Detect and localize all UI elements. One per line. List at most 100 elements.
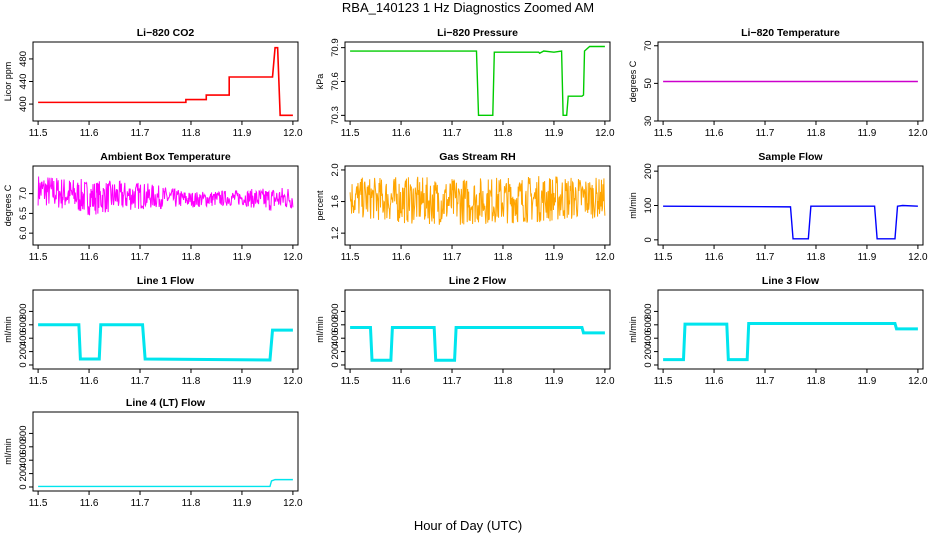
y-tick-label: 400 <box>330 330 341 346</box>
panel-licor-temp: Li−820 Temperature 11.5 11.6 11.7 11.8 11.9 12… <box>628 27 928 139</box>
panel-title: Line 1 Flow <box>137 275 195 287</box>
y-tick-label: 2.0 <box>330 163 341 176</box>
x-tick-label: 11.7 <box>756 252 775 263</box>
x-tick-label: 11.7 <box>756 376 775 387</box>
x-tick-label: 11.6 <box>392 376 411 387</box>
y-axis-label: ml/min <box>315 316 325 343</box>
y-tick-label: 6.5 <box>18 207 29 220</box>
x-tick-label: 12.0 <box>283 128 303 139</box>
panel-pressure: Li−820 Pressure 11.5 11.6 11.7 11.8 11.9 12.0 7… <box>315 27 615 139</box>
x-tick-label: 11.8 <box>182 376 201 387</box>
y-axis-label: ml/min <box>3 438 13 465</box>
x-tick-label: 11.6 <box>80 252 99 263</box>
x-tick-label: 11.9 <box>858 376 877 387</box>
x-tick-label: 12.0 <box>595 252 615 263</box>
panel-line4: Line 4 (LT) Flow 11.5 11.6 11.7 11.8 11.9 12.0… <box>3 397 303 509</box>
x-tick-label: 11.8 <box>182 128 201 139</box>
x-tick-label: 11.5 <box>29 252 48 263</box>
y-axis-label: degrees C <box>628 60 638 102</box>
x-tick-label: 11.5 <box>341 252 360 263</box>
panel-co2: Li−820 CO2 11.5 11.6 11.7 11.8 11.9 12.0 400 440… <box>3 27 303 139</box>
x-tick-label: 11.5 <box>29 376 48 387</box>
x-tick-label: 11.8 <box>494 376 513 387</box>
x-tick-label: 12.0 <box>283 498 303 509</box>
x-tick-label: 11.8 <box>494 252 513 263</box>
x-tick-label: 11.5 <box>654 128 673 139</box>
y-tick-label: 480 <box>18 51 29 67</box>
x-tick-label: 12.0 <box>908 128 928 139</box>
panel-line2: Line 2 Flow 11.5 11.6 11.7 11.8 11.9 12.0 0 2004… <box>315 275 615 387</box>
x-tick-label: 11.6 <box>705 376 724 387</box>
series-line <box>38 478 293 488</box>
y-tick-label: 800 <box>18 425 29 441</box>
series-line <box>38 46 293 117</box>
series-line <box>663 204 918 240</box>
plot-frame <box>657 41 924 122</box>
y-tick-label: 1.6 <box>330 195 341 208</box>
y-tick-label: 200 <box>643 344 654 360</box>
plot-frame <box>344 165 611 246</box>
x-tick-label: 11.9 <box>233 498 252 509</box>
x-tick-label: 11.9 <box>545 376 564 387</box>
series-line <box>37 176 294 216</box>
x-tick-label: 11.7 <box>756 128 775 139</box>
y-tick-label: 6.0 <box>18 227 29 240</box>
y-tick-label: 7.0 <box>18 187 29 200</box>
x-tick-label: 11.8 <box>494 128 513 139</box>
x-axis-title: Hour of Day (UTC) <box>413 518 523 533</box>
y-axis-label: ml/min <box>3 316 13 343</box>
x-tick-label: 12.0 <box>908 376 928 387</box>
x-tick-label: 12.0 <box>283 376 303 387</box>
panel-sample-flow: Sample Flow 11.5 11.6 11.7 11.8 11.9 12.0 0 100 2… <box>628 151 928 263</box>
x-tick-label: 12.0 <box>595 376 615 387</box>
y-tick-label: 1.2 <box>330 227 341 240</box>
x-tick-label: 11.9 <box>233 376 252 387</box>
x-tick-label: 11.8 <box>807 376 826 387</box>
x-tick-label: 11.8 <box>807 128 826 139</box>
series-line <box>350 45 605 117</box>
x-tick-label: 11.8 <box>182 252 201 263</box>
y-axis-label: ml/min <box>628 316 638 343</box>
y-axis-label: Licor ppm <box>3 62 13 102</box>
x-tick-label: 11.5 <box>29 128 48 139</box>
panel-title: Gas Stream RH <box>439 151 515 163</box>
x-tick-label: 11.5 <box>341 128 360 139</box>
y-tick-label: 600 <box>18 439 29 455</box>
y-tick-label: 600 <box>643 317 654 333</box>
series-line <box>38 323 293 362</box>
y-tick-label: 440 <box>18 74 29 90</box>
x-tick-label: 11.9 <box>233 252 252 263</box>
y-tick-label: 600 <box>330 317 341 333</box>
x-tick-label: 12.0 <box>908 252 928 263</box>
x-tick-label: 11.6 <box>705 252 724 263</box>
plot-frame <box>657 289 924 370</box>
y-tick-label: 30 <box>643 116 654 127</box>
y-tick-label: 100 <box>643 198 654 214</box>
x-tick-label: 11.6 <box>80 498 99 509</box>
x-tick-label: 11.7 <box>131 376 150 387</box>
y-tick-label: 200 <box>330 344 341 360</box>
x-tick-label: 11.7 <box>443 128 462 139</box>
y-tick-label: 0 <box>18 484 29 489</box>
x-tick-label: 11.6 <box>392 128 411 139</box>
series-line <box>350 325 605 362</box>
panel-title: Sample Flow <box>758 151 823 163</box>
y-tick-label: 400 <box>18 96 29 112</box>
y-tick-label: 70 <box>643 40 654 51</box>
x-tick-label: 11.7 <box>131 128 150 139</box>
x-tick-label: 11.9 <box>545 128 564 139</box>
y-tick-label: 0 <box>330 362 341 367</box>
y-axis-label: percent <box>315 190 325 221</box>
figure-title: RBA_140123 1 Hz Diagnostics Zoomed AM <box>341 0 595 15</box>
y-axis-label: ml/min <box>628 192 638 219</box>
y-tick-label: 70.9 <box>330 38 341 57</box>
panel-title: Li−820 Temperature <box>741 27 840 39</box>
x-tick-label: 11.5 <box>29 498 48 509</box>
y-axis-label: degrees C <box>3 184 13 226</box>
y-tick-label: 200 <box>643 163 654 179</box>
panel-title: Line 3 Flow <box>762 275 820 287</box>
x-tick-label: 11.7 <box>131 498 150 509</box>
y-tick-label: 0 <box>643 362 654 367</box>
x-tick-label: 11.6 <box>705 128 724 139</box>
